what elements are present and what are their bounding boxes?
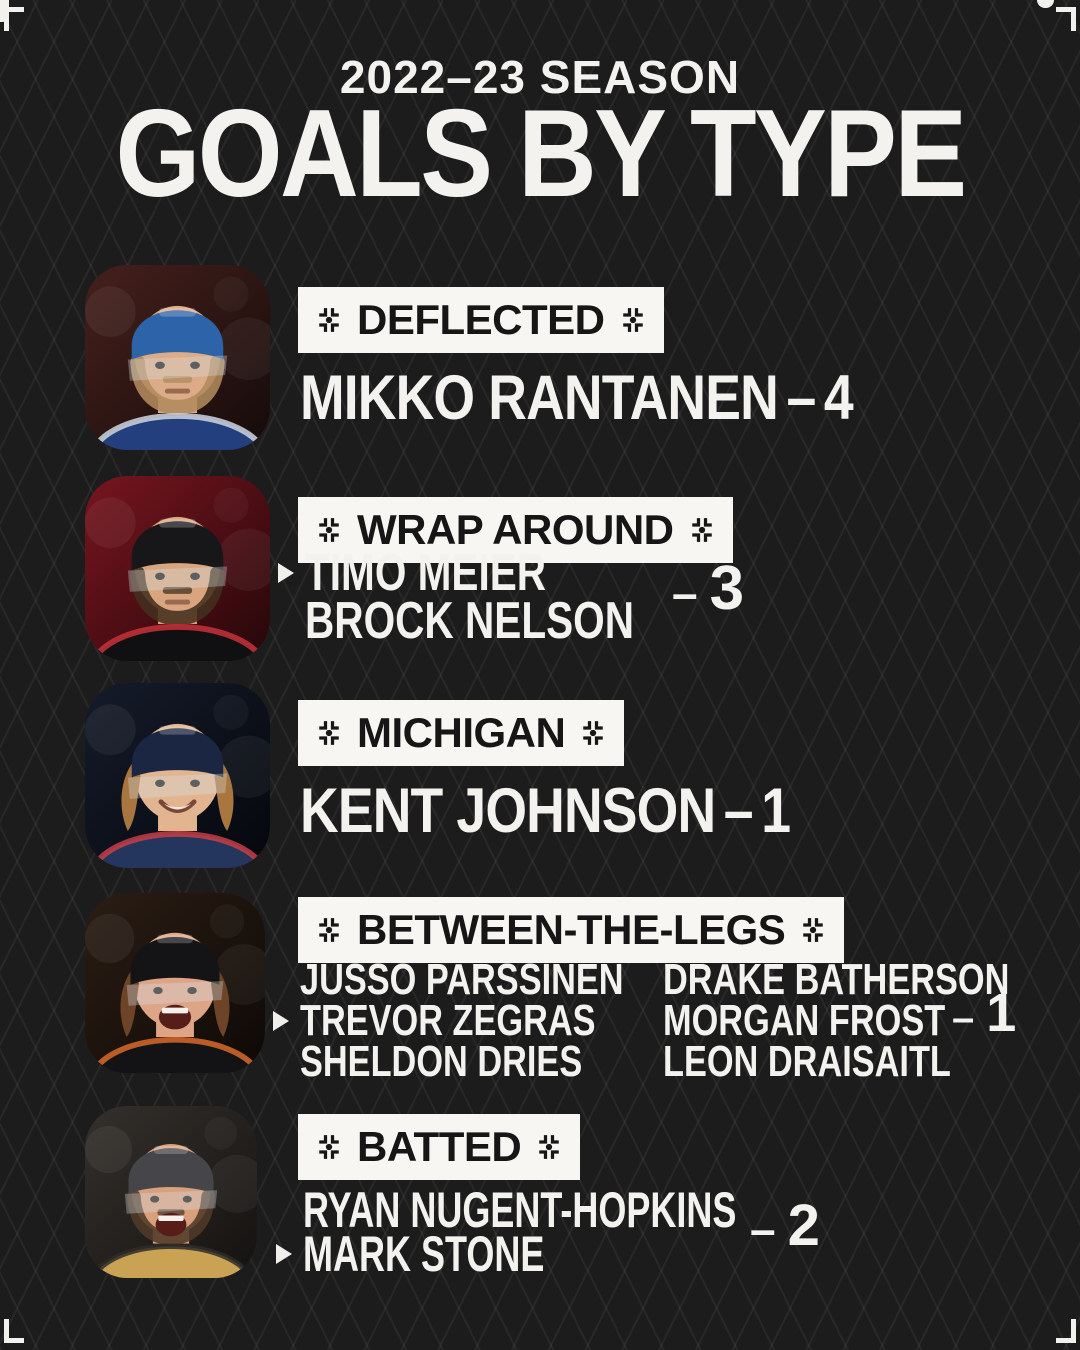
corner-bracket-top-right-icon [1056,7,1076,31]
goal-count: 1 [986,983,1017,1043]
goal-type-badge-wrap-around: WRAP AROUND [298,497,733,563]
goal-type-badge-deflected: DEFLECTED [298,287,664,353]
faceoff-hash-icon [691,518,712,542]
pointer-triangle-icon [276,1244,292,1264]
faceoff-hash-icon [583,721,604,745]
player-name: TIMO MEIER [305,544,547,602]
faceoff-hash-icon [539,1135,559,1159]
page-title: GOALS BY TYPE [115,85,968,223]
goal-type-label: BETWEEN-THE-LEGS [357,906,786,953]
dash: – [750,1203,776,1255]
player-name: DRAKE BATHERSON [663,955,1010,1004]
player-name: LEON DRAISAITL [663,1037,951,1086]
dash: – [952,996,975,1040]
player-name: MIKKO RANTANEN [300,363,779,433]
faceoff-hash-icon [319,518,339,542]
player-photo-mark-stone [85,1106,257,1278]
faceoff-hash-icon [622,308,643,332]
player-photo-mikko-rantanen [85,265,270,450]
player-name-line: RYAN NUGENT-HOPKINS [303,1182,905,1238]
player-name: MARK STONE [303,1226,545,1282]
player-name: MORGAN FROST [663,996,946,1045]
player-name-line: DRAKE BATHERSON [663,955,1080,1004]
player-name: BROCK NELSON [305,592,635,650]
dash: – [786,363,816,433]
goal-type-label: BATTED [357,1123,522,1170]
goal-type-badge-michigan: MICHIGAN [298,700,625,766]
faceoff-hash-icon [319,721,339,745]
goal-count: 4 [823,363,854,433]
wrap-around-goal-count: –3 [672,553,744,624]
wrap-around-player-list: TIMO MEIER BROCK NELSON [278,544,727,650]
between-the-legs-player-list-right: DRAKE BATHERSON MORGAN FROST LEON DRAISA… [663,955,1080,1086]
corner-bracket-bottom-right-icon [1056,1319,1076,1343]
dash: – [723,776,754,846]
pointer-triangle-icon [273,1010,289,1031]
player-name-line: BROCK NELSON [305,592,727,650]
player-name-line: SHELDON DRIES [300,1037,715,1086]
faceoff-hash-icon [319,308,339,332]
edge-decoration-right-icon [1037,0,1054,8]
faceoff-hash-icon [803,918,824,942]
player-photo-kent-johnson [85,683,270,868]
player-name-line: TIMO MEIER [278,544,727,602]
player-name-line: MORGAN FROST [663,996,1080,1045]
player-name: KENT JOHNSON [300,776,716,846]
corner-bracket-bottom-left-icon [4,1319,24,1343]
season-kicker: 2022–23 SEASON [339,51,741,103]
goal-type-badge-batted: BATTED [298,1114,581,1180]
pointer-triangle-icon [278,563,294,583]
between-the-legs-goal-count: –1 [952,982,1016,1044]
player-name-line: LEON DRAISAITL [663,1037,1080,1086]
player-name: RYAN NUGENT-HOPKINS [303,1182,737,1238]
faceoff-hash-icon [319,918,339,942]
player-name: SHELDON DRIES [300,1037,583,1086]
faceoff-hash-icon [319,1135,339,1159]
goal-type-badge-between-the-legs: BETWEEN-THE-LEGS [298,897,845,963]
dash: – [672,567,698,619]
goal-type-label: WRAP AROUND [357,506,674,553]
goal-count: 3 [709,554,745,623]
player-photo-trevor-zegras [85,893,265,1073]
player-name-line: TREVOR ZEGRAS [273,996,715,1045]
deflected-result-line: MIKKO RANTANEN –4 [300,362,950,434]
player-photo-timo-meier [85,476,270,661]
player-name-line: MARK STONE [276,1226,905,1282]
player-name-line: JUSSO PARSSINEN [300,955,715,1004]
player-name: TREVOR ZEGRAS [300,996,596,1045]
between-the-legs-player-list-left: JUSSO PARSSINEN TREVOR ZEGRAS SHELDON DR… [273,955,715,1086]
goal-type-label: DEFLECTED [357,296,605,343]
batted-player-list: RYAN NUGENT-HOPKINS MARK STONE [276,1182,905,1282]
edge-decoration-left-icon [0,0,9,22]
goal-count: 2 [787,1193,820,1258]
michigan-result-line: KENT JOHNSON –1 [300,775,877,847]
batted-goal-count: –2 [750,1192,820,1259]
goal-count: 1 [761,776,791,846]
player-name: JUSSO PARSSINEN [300,955,624,1004]
goal-type-label: MICHIGAN [357,709,566,756]
